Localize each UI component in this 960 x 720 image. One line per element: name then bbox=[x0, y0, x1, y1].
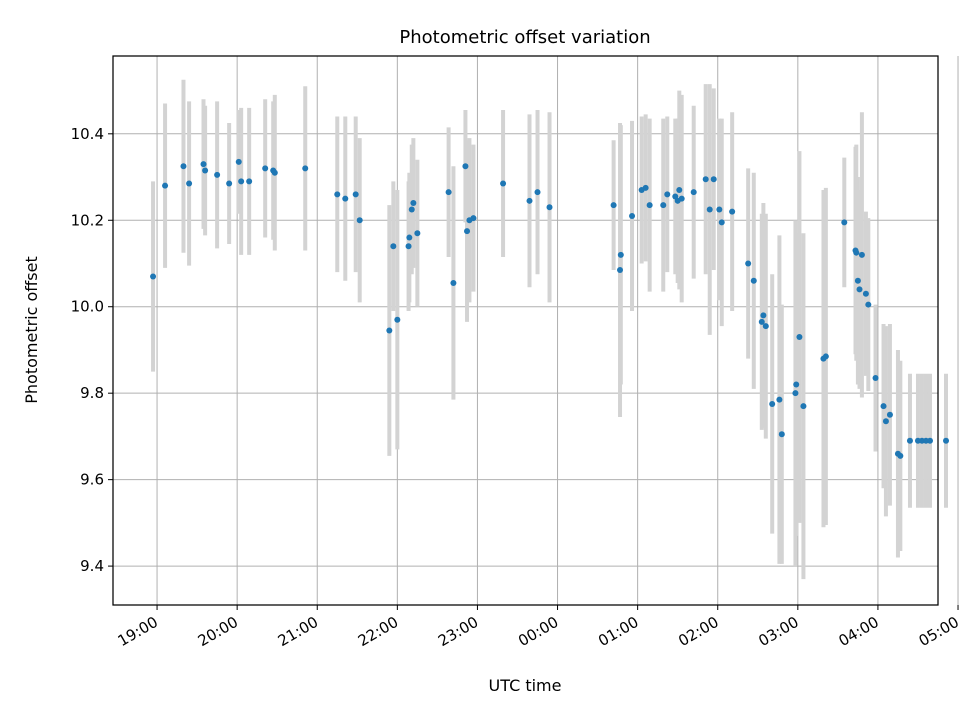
data-point bbox=[202, 167, 209, 174]
data-point bbox=[534, 189, 541, 196]
data-point bbox=[796, 333, 803, 340]
y-tick-label: 9.4 bbox=[80, 557, 104, 575]
data-point bbox=[706, 206, 713, 213]
data-point bbox=[394, 316, 401, 323]
y-tick-label: 10.0 bbox=[71, 298, 104, 316]
data-point bbox=[334, 191, 341, 198]
data-point bbox=[758, 318, 765, 325]
data-point bbox=[464, 228, 471, 235]
data-point bbox=[778, 431, 785, 438]
data-point bbox=[214, 171, 221, 178]
data-point bbox=[865, 301, 872, 308]
y-axis-label: Photometric offset bbox=[22, 256, 41, 404]
data-point bbox=[445, 189, 452, 196]
data-point bbox=[702, 176, 709, 183]
data-point bbox=[906, 437, 913, 444]
data-point bbox=[862, 290, 869, 297]
data-point bbox=[853, 249, 860, 256]
data-point bbox=[856, 286, 863, 293]
data-point bbox=[352, 191, 359, 198]
data-point bbox=[760, 312, 767, 319]
y-tick-label: 10.4 bbox=[71, 125, 104, 143]
data-point bbox=[410, 199, 417, 206]
data-point bbox=[660, 202, 667, 209]
data-point bbox=[792, 390, 799, 397]
data-point bbox=[858, 251, 865, 258]
data-point bbox=[886, 411, 893, 418]
data-point bbox=[186, 180, 193, 187]
data-point bbox=[841, 219, 848, 226]
data-point bbox=[750, 277, 757, 284]
data-point bbox=[629, 212, 636, 219]
chart-title: Photometric offset variation bbox=[399, 27, 650, 48]
data-point bbox=[729, 208, 736, 215]
data-point bbox=[246, 178, 253, 185]
y-tick-label: 9.6 bbox=[80, 471, 104, 489]
data-point bbox=[854, 277, 861, 284]
y-axis-ticks: 9.4 9.6 9.8 10.0 10.2 10.4 bbox=[71, 125, 113, 575]
data-point bbox=[793, 381, 800, 388]
data-point bbox=[406, 234, 413, 241]
data-point bbox=[716, 206, 723, 213]
data-point bbox=[390, 243, 397, 250]
data-point bbox=[880, 403, 887, 410]
x-axis-label: UTC time bbox=[489, 676, 562, 695]
data-point bbox=[800, 403, 807, 410]
data-point bbox=[470, 215, 477, 222]
data-point bbox=[617, 266, 624, 273]
data-point bbox=[462, 163, 469, 170]
data-point bbox=[200, 161, 207, 168]
data-point bbox=[226, 180, 233, 187]
data-point bbox=[617, 251, 624, 258]
data-point bbox=[776, 396, 783, 403]
data-point bbox=[150, 273, 157, 280]
data-point bbox=[897, 452, 904, 459]
data-point bbox=[822, 353, 829, 360]
data-point bbox=[872, 375, 879, 382]
data-points bbox=[150, 158, 950, 459]
data-point bbox=[271, 169, 278, 176]
data-point bbox=[718, 219, 725, 226]
data-point bbox=[238, 178, 245, 185]
data-point bbox=[676, 187, 683, 194]
data-point bbox=[678, 195, 685, 202]
data-point bbox=[943, 437, 950, 444]
data-point bbox=[646, 202, 653, 209]
data-point bbox=[450, 279, 457, 286]
data-point bbox=[690, 189, 697, 196]
data-point bbox=[162, 182, 169, 189]
data-point bbox=[235, 158, 242, 165]
data-point bbox=[405, 243, 412, 250]
plot-frame bbox=[112, 55, 939, 606]
data-point bbox=[262, 165, 269, 172]
data-point bbox=[302, 165, 309, 172]
data-point bbox=[342, 195, 349, 202]
data-point bbox=[356, 217, 363, 224]
data-point bbox=[408, 206, 415, 213]
data-point bbox=[926, 437, 933, 444]
data-point bbox=[414, 230, 421, 237]
data-point bbox=[500, 180, 507, 187]
data-point bbox=[610, 202, 617, 209]
data-point bbox=[180, 163, 187, 170]
y-tick-label: 9.8 bbox=[80, 384, 104, 402]
data-point bbox=[664, 191, 671, 198]
data-point bbox=[745, 260, 752, 267]
data-point bbox=[762, 323, 769, 330]
data-point bbox=[769, 400, 776, 407]
data-point bbox=[526, 197, 533, 204]
data-point bbox=[710, 176, 717, 183]
data-point bbox=[386, 327, 393, 334]
data-point bbox=[882, 418, 889, 425]
y-tick-label: 10.2 bbox=[71, 211, 104, 229]
data-point bbox=[642, 184, 649, 191]
data-point bbox=[546, 204, 553, 211]
